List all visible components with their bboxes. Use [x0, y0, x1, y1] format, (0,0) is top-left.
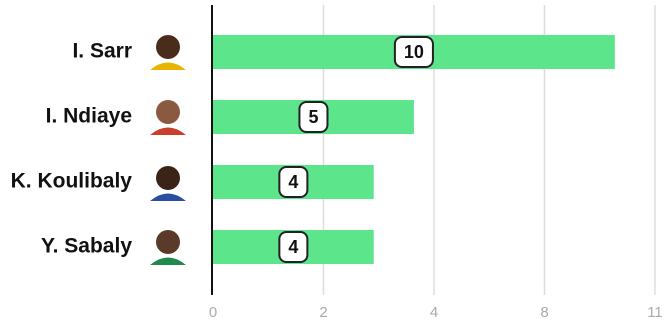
value-label-box	[298, 101, 329, 133]
avatar	[150, 230, 186, 265]
category-label: I. Sarr	[72, 40, 132, 63]
value-label-box	[393, 36, 434, 68]
x-tick-label: 2	[319, 304, 327, 321]
category-label: K. Koulibaly	[11, 170, 133, 193]
avatar	[150, 166, 186, 201]
value-label: 5	[308, 107, 318, 127]
category-label: Y. Sabaly	[41, 235, 132, 258]
value-label: 4	[288, 237, 298, 257]
x-tick-label: 11	[647, 304, 663, 321]
x-tick-label: 0	[209, 304, 217, 321]
value-label: 10	[404, 42, 424, 62]
avatar	[150, 100, 186, 135]
value-label-box	[278, 166, 309, 198]
avatars	[150, 35, 186, 265]
value-label: 4	[288, 172, 298, 192]
x-tick-label: 8	[540, 304, 548, 321]
value-label-box	[278, 231, 309, 263]
x-tick-label: 4	[430, 304, 438, 321]
category-label: I. Ndiaye	[46, 105, 132, 128]
avatar	[150, 35, 186, 70]
